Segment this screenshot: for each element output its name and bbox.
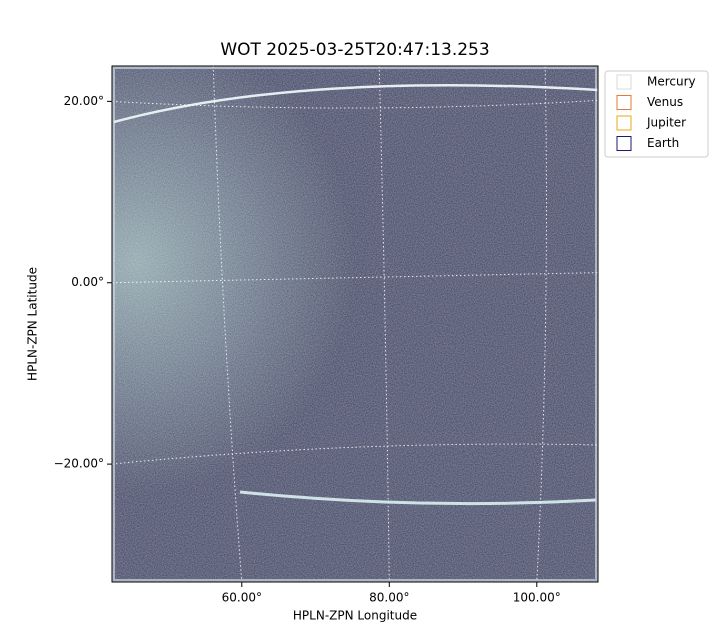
legend-label: Jupiter	[646, 116, 686, 130]
legend	[604, 70, 709, 158]
streak	[113, 83, 598, 124]
grid-line	[378, 66, 390, 582]
image	[112, 66, 598, 582]
axes-frame	[111, 65, 599, 583]
x-tick-label: 80.00°	[369, 591, 409, 605]
x-tick-label: 100.00°	[513, 591, 561, 605]
y-axis-label: HPLN-ZPN Latitude	[26, 267, 40, 381]
legend-swatch	[616, 136, 632, 151]
legend-swatch	[616, 95, 632, 110]
legend-swatch	[616, 115, 632, 131]
y-tick-label: 20.00°	[64, 94, 104, 108]
legend-swatch	[616, 74, 632, 90]
y-tick-label: 0.00°	[71, 275, 104, 289]
x-tick-label: 60.00°	[222, 591, 262, 605]
grid-line	[536, 66, 547, 582]
noise	[112, 66, 598, 582]
legend-label: Earth	[647, 136, 679, 150]
chart-title: WOT 2025-03-25T20:47:13.253	[220, 40, 489, 60]
y-tick-label: −20.00°	[54, 457, 104, 471]
legend-label: Venus	[647, 95, 683, 109]
legend-label: Mercury	[647, 75, 696, 89]
streak	[239, 490, 597, 506]
x-axis-label: HPLN-ZPN Longitude	[293, 609, 417, 623]
